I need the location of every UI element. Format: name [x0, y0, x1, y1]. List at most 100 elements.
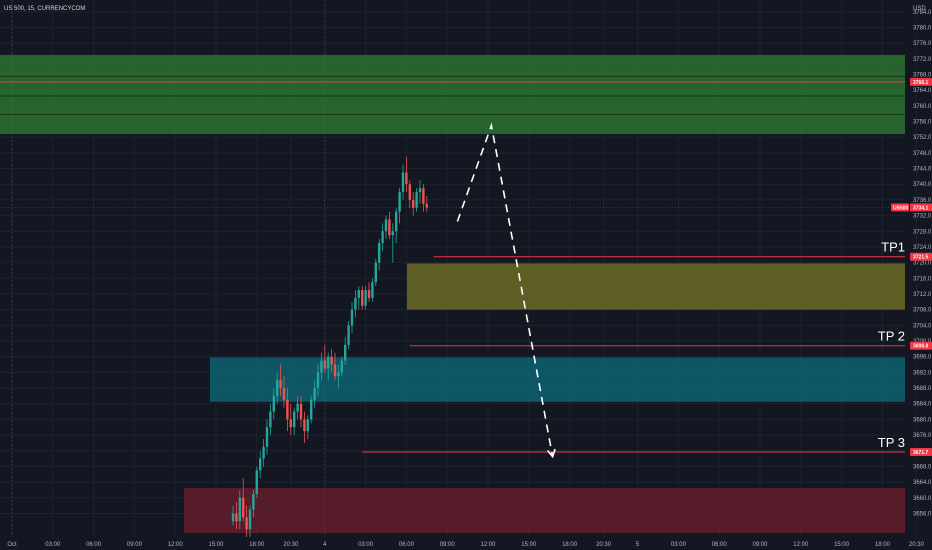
- candle-body: [286, 399, 289, 420]
- price-tick-label: 3772.0: [913, 57, 932, 63]
- candle-body: [425, 203, 428, 208]
- candle-body: [364, 290, 367, 306]
- candle-body: [299, 403, 303, 420]
- candle-body: [276, 380, 279, 396]
- candle-body: [327, 356, 330, 369]
- price-tick-label: 3728.0: [913, 229, 932, 235]
- candle-body: [265, 427, 269, 447]
- candle-body: [282, 388, 286, 400]
- candle-body: [303, 419, 306, 432]
- candle-body: [289, 419, 292, 428]
- price-tick-label: 3680.0: [913, 417, 932, 423]
- time-tick-label: 09:00: [752, 542, 768, 548]
- candle-body: [381, 231, 384, 244]
- price-tick-label: 3688.0: [913, 386, 932, 392]
- price-tick-label: 3764.0: [913, 88, 932, 94]
- candle-body: [242, 497, 245, 518]
- candle-body: [306, 419, 309, 432]
- price-tick-label: 3724.0: [913, 245, 932, 251]
- price-badge: [910, 341, 932, 350]
- time-tick-label: 09:00: [127, 542, 143, 548]
- price-axis[interactable]: 3656.03660.03664.03668.03672.03676.03680…: [891, 10, 932, 518]
- zone-rect: [407, 263, 905, 310]
- price-badge-text: 3698.8: [913, 344, 929, 350]
- candle-body: [269, 411, 272, 428]
- projection-arrowhead: [546, 448, 556, 459]
- candle-body: [384, 219, 388, 232]
- time-tick-label: 03:00: [45, 542, 61, 548]
- candle-body: [378, 243, 381, 263]
- price-tick-label: 3704.0: [913, 323, 932, 329]
- candle-body: [296, 403, 299, 412]
- candle-body: [398, 192, 401, 212]
- price-badge-text: 3721.5: [913, 255, 929, 261]
- time-tick-label: 09:00: [440, 542, 456, 548]
- time-tick-label: 06:00: [86, 542, 102, 548]
- candle-body: [401, 172, 405, 193]
- price-tick-label: 3756.0: [913, 120, 932, 126]
- candles-layer: [231, 156, 428, 537]
- candle-body: [262, 446, 265, 459]
- candle-body: [367, 290, 371, 298]
- time-tick-label: Oct: [7, 542, 17, 548]
- time-tick-label: 12:00: [480, 542, 496, 548]
- candle-body: [350, 309, 354, 326]
- price-badge-text: 3734.1: [913, 205, 929, 211]
- candle-body: [279, 380, 282, 389]
- price-tick-label: 3712.0: [913, 292, 932, 298]
- price-badge-text: 3671.7: [913, 450, 929, 456]
- price-tick-label: 3732.0: [913, 214, 932, 220]
- price-tick-label: 3744.0: [913, 167, 932, 173]
- price-tick-label: 3664.0: [913, 480, 932, 486]
- candle-body: [422, 188, 425, 204]
- candle-body: [293, 411, 296, 428]
- price-tick-label: 3780.0: [913, 25, 932, 31]
- level-lines: [0, 81, 905, 453]
- time-tick-label: 20:30: [909, 542, 925, 548]
- zone-rect: [0, 54, 905, 135]
- time-tick-label: 12:00: [168, 542, 184, 548]
- candle-body: [313, 388, 316, 400]
- candle-body: [418, 188, 422, 193]
- candle-body: [245, 517, 248, 530]
- price-tick-label: 3656.0: [913, 511, 932, 517]
- symbol-title: US 500, 15, CURRENCYCOM: [4, 6, 85, 12]
- price-tick-label: 3740.0: [913, 182, 932, 188]
- candle-body: [395, 211, 398, 232]
- candle-body: [361, 290, 364, 306]
- time-tick-label: 06:00: [399, 542, 415, 548]
- candle-body: [371, 282, 374, 298]
- time-tick-label: 15:00: [208, 542, 224, 548]
- candle-body: [337, 372, 340, 377]
- price-tick-label: 3708.0: [913, 308, 932, 314]
- price-tick-label: 3784.0: [913, 10, 932, 16]
- tp-label: TP 3: [878, 435, 905, 450]
- candle-body: [310, 399, 313, 420]
- price-tick-label: 3660.0: [913, 496, 932, 502]
- time-tick-label: 5: [636, 542, 640, 548]
- price-badge-text: 3766.1: [913, 80, 929, 86]
- time-tick-label: 18:00: [249, 542, 265, 548]
- candle-body: [391, 231, 394, 236]
- price-tick-label: 3696.0: [913, 355, 932, 361]
- candle-body: [238, 497, 241, 522]
- candle-body: [231, 513, 235, 522]
- tp-label: TP1: [881, 240, 905, 255]
- take-profit-labels: TP1 TP 2 TP 3: [878, 240, 905, 450]
- price-tick-label: 3768.0: [913, 72, 932, 78]
- candle-body: [320, 360, 323, 373]
- candle-body: [347, 325, 350, 345]
- time-axis[interactable]: Oct 03:00 06:00 09:00 12:00 15:00 18:00 20:30 4 0…: [7, 542, 924, 548]
- time-tick-label: 18:00: [875, 542, 891, 548]
- candle-body: [330, 356, 333, 365]
- candle-body: [408, 184, 411, 200]
- time-tick-label: 15:00: [521, 542, 537, 548]
- candle-body: [388, 219, 391, 236]
- tp-label: TP 2: [878, 329, 905, 344]
- price-badge: [910, 447, 932, 456]
- price-tick-label: 3716.0: [913, 276, 932, 282]
- candle-body: [354, 297, 357, 310]
- time-tick-label: 4: [323, 542, 327, 548]
- price-tick-label: 3760.0: [913, 104, 932, 110]
